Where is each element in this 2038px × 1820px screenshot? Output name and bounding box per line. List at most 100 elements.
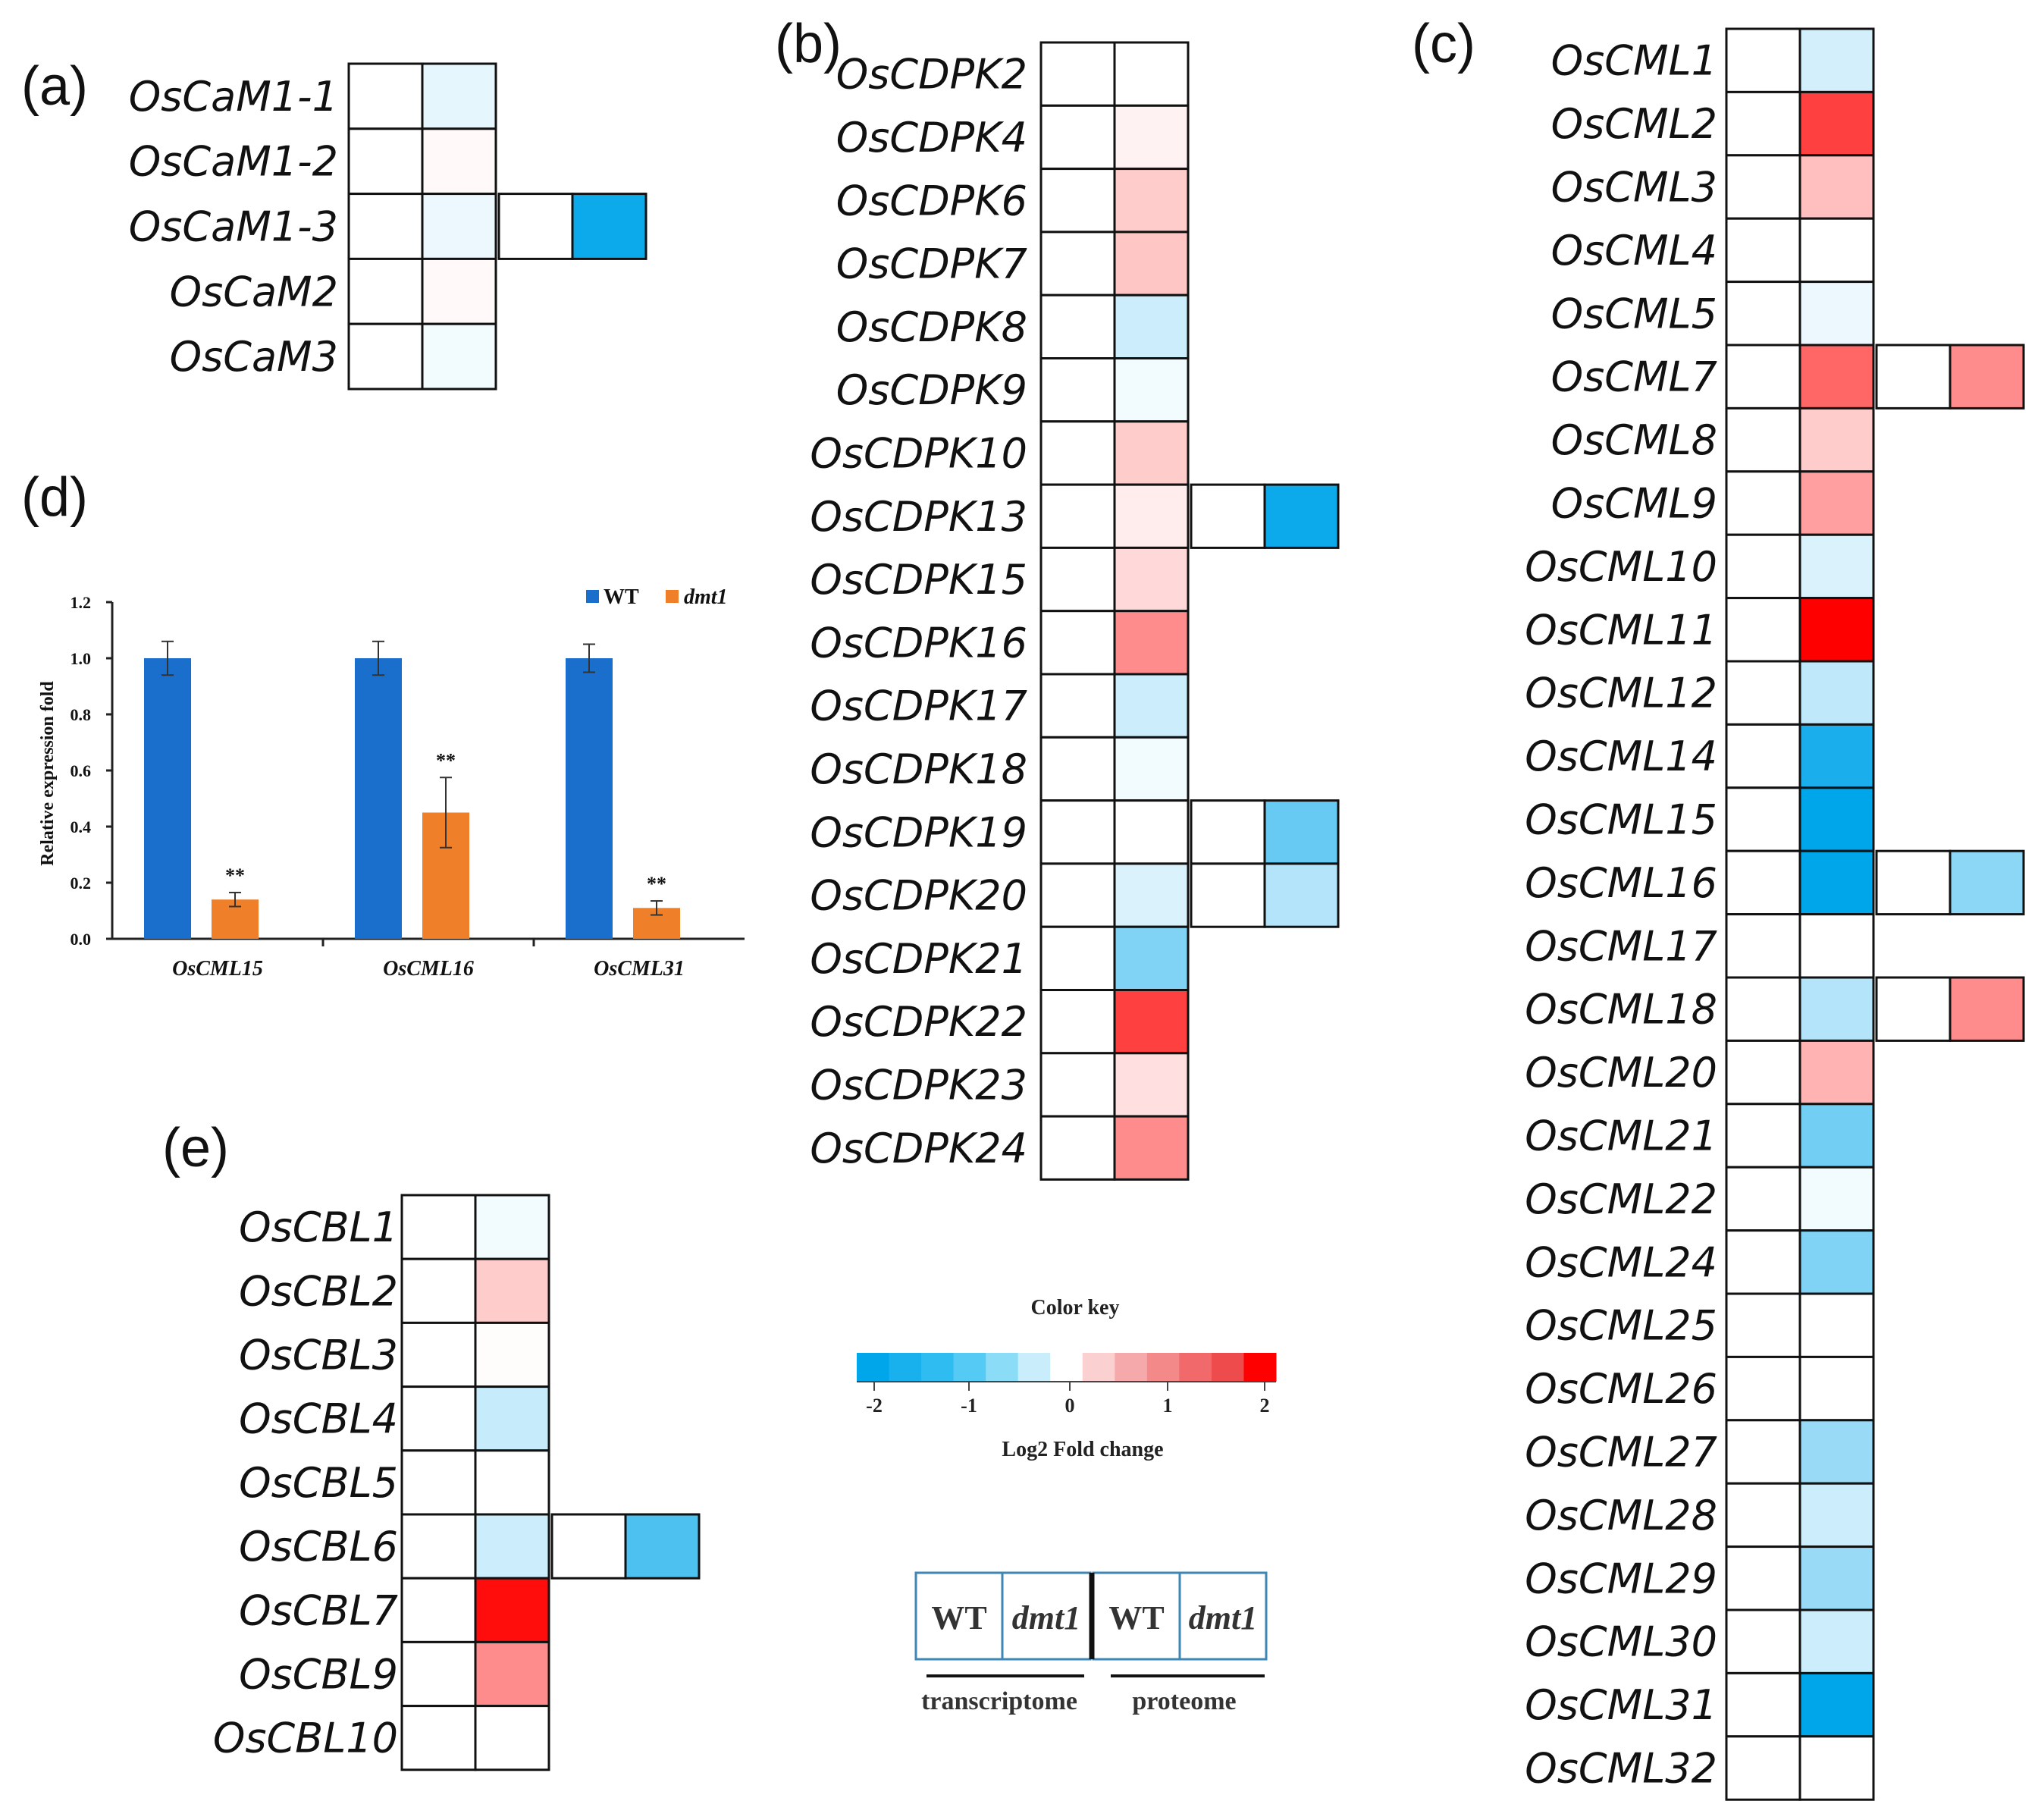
heatmap-cell	[1263, 862, 1340, 928]
panel-a-label: (a)	[21, 56, 88, 117]
color-key-tick-label: 1	[1163, 1395, 1173, 1417]
gene-label: OsCML14	[1525, 733, 1717, 780]
omics-text-dmt1-1: dmt1	[1012, 1599, 1080, 1636]
gene-label: OsCDPK7	[836, 240, 1027, 288]
heatmap-cell	[1949, 976, 2025, 1042]
heatmap-cell	[347, 322, 424, 391]
color-key-tick-label: 2	[1260, 1395, 1270, 1417]
gene-label: OsCDPK21	[810, 935, 1027, 983]
heatmap-cell	[1725, 533, 1801, 600]
gene-label: OsCDPK24	[810, 1125, 1027, 1172]
gene-label: OsCML24	[1525, 1238, 1717, 1286]
heatmap-cell	[1039, 420, 1116, 486]
heatmap-cell	[1798, 154, 1875, 220]
x-category-label: OsCML31	[594, 957, 685, 981]
legend-swatch-wt	[586, 590, 599, 603]
heatmap-cell	[1190, 862, 1266, 928]
gene-label: OsCML9	[1551, 480, 1717, 528]
heatmap-cell	[1798, 1608, 1875, 1674]
color-key-swatch	[1179, 1353, 1212, 1382]
heatmap-cell	[1113, 799, 1190, 865]
legend-label-dmt1: dmt1	[684, 585, 728, 609]
heatmap-cell	[421, 322, 497, 391]
omics-label-transcriptome: transcriptome	[921, 1687, 1077, 1715]
heatmap-cell	[347, 257, 424, 325]
gene-label: OsCBL10	[213, 1715, 398, 1762]
gene-label: OsCML17	[1525, 922, 1717, 970]
heatmap-cell	[1798, 90, 1875, 157]
gene-label: OsCaM3	[170, 333, 338, 381]
heatmap-cell	[1875, 849, 1952, 916]
panel-c-label: (c)	[1412, 14, 1475, 74]
heatmap-cell	[1039, 673, 1116, 739]
color-key-swatch	[953, 1353, 986, 1382]
gene-label: OsCDPK15	[810, 556, 1027, 604]
gene-label: OsCML3	[1551, 164, 1717, 212]
color-key-tick-label: -2	[866, 1395, 883, 1417]
panel-d-label: (d)	[21, 467, 88, 528]
color-key-tick-label: 0	[1065, 1395, 1075, 1417]
heatmap-cell	[400, 1513, 477, 1580]
bar-legend: WT dmt1	[586, 585, 728, 609]
bar-y-axis-label: Relative expression fold	[38, 681, 58, 866]
color-key-swatch	[857, 1353, 890, 1382]
heatmap-cell	[1725, 154, 1801, 220]
gene-label: OsCaM1-3	[129, 203, 338, 251]
heatmap-b: OsCDPK2 OsCDPK4 OsCDPK6 OsCDPK7 OsCDPK8 OsCDP…	[810, 41, 1340, 1181]
heatmap-cell	[421, 62, 497, 130]
gene-label: OsCBL3	[239, 1332, 398, 1379]
heatmap-cell	[1798, 1292, 1875, 1358]
heatmap-cell	[1039, 1115, 1116, 1181]
color-key-swatch	[1017, 1353, 1051, 1382]
heatmap-cell	[1113, 1052, 1190, 1118]
heatmap-cell	[400, 1705, 477, 1771]
y-tick-label: 0.0	[71, 930, 92, 949]
heatmap-cell	[400, 1321, 477, 1389]
significance-label: **	[436, 749, 456, 771]
heatmap-cell	[1113, 989, 1190, 1055]
gene-label: OsCML18	[1525, 986, 1717, 1034]
gene-label: OsCML4	[1551, 227, 1717, 275]
heatmap-cell	[571, 193, 647, 260]
heatmap-cell	[347, 62, 424, 130]
heatmap-cell	[1725, 1671, 1801, 1738]
color-key: Color key Log2 Fold change -2 -1 0 1 2	[857, 1296, 1277, 1461]
gene-label: OsCBL5	[239, 1459, 398, 1507]
heatmap-cell	[1039, 610, 1116, 676]
gene-label: OsCML32	[1525, 1745, 1717, 1793]
heatmap-cell	[1725, 1355, 1801, 1422]
heatmap-cell	[1798, 27, 1875, 93]
gene-label: OsCML11	[1525, 606, 1717, 654]
heatmap-cell	[1113, 925, 1190, 991]
heatmap-cell	[1039, 168, 1116, 234]
heatmap-cell	[1039, 293, 1116, 360]
heatmap-cell	[1798, 1229, 1875, 1295]
color-key-swatch	[986, 1353, 1019, 1382]
color-key-swatch	[889, 1353, 922, 1382]
heatmap-cell	[1798, 406, 1875, 473]
bar-wt	[355, 658, 402, 939]
heatmap-cell	[1113, 104, 1190, 171]
heatmap-cell	[474, 1705, 550, 1771]
x-category-label: OsCML15	[172, 957, 263, 981]
gene-label: OsCBL1	[239, 1203, 398, 1251]
gene-label: OsCML16	[1525, 859, 1717, 907]
omics-legend: WT dmt1 WT dmt1 transcriptome proteome	[914, 1571, 1268, 1715]
significance-label: **	[647, 873, 666, 895]
heatmap-cell	[1798, 1103, 1875, 1169]
heatmap-cell	[1263, 483, 1340, 549]
y-tick-label: 0.2	[71, 874, 92, 893]
color-key-swatch	[921, 1353, 955, 1382]
heatmap-cell	[1113, 293, 1190, 360]
gene-label: OsCDPK16	[810, 619, 1027, 667]
gene-label: OsCDPK17	[810, 682, 1027, 730]
gene-label: OsCDPK2	[836, 51, 1027, 99]
gene-label: OsCDPK6	[836, 177, 1027, 224]
gene-label: OsCDPK9	[836, 366, 1027, 414]
heatmap-cell	[400, 1257, 477, 1324]
heatmap-cell	[1725, 723, 1801, 789]
gene-label: OsCDPK4	[836, 114, 1027, 162]
gene-label: OsCDPK23	[810, 1061, 1027, 1109]
panel-b-label: (b)	[775, 14, 842, 74]
heatmap-cell	[400, 1577, 477, 1643]
